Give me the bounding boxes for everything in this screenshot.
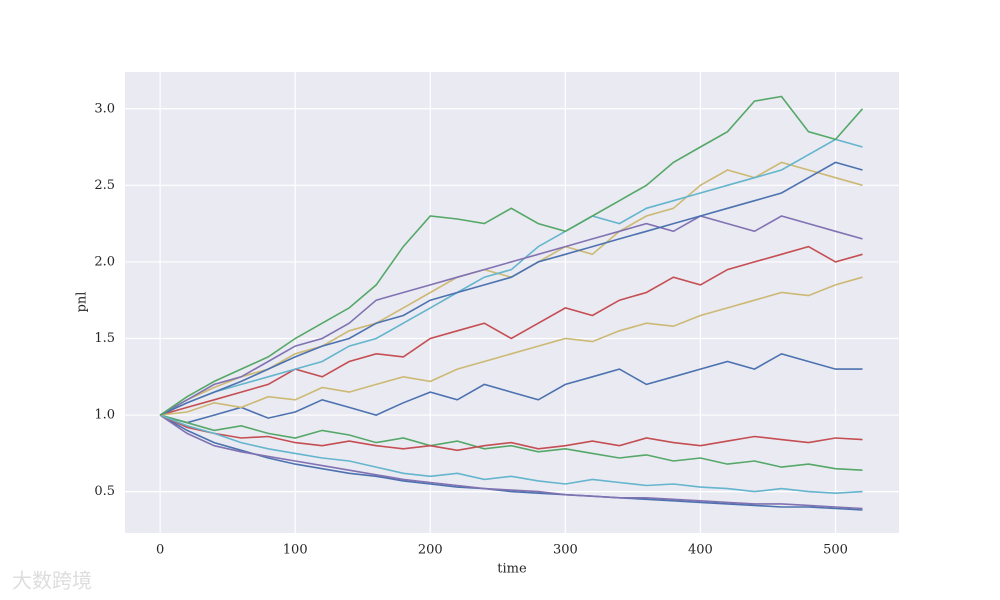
plot-area bbox=[125, 72, 899, 533]
y-tick-label: 0.5 bbox=[94, 484, 115, 499]
pnl-line bbox=[160, 276, 863, 416]
pnl-line bbox=[159, 414, 863, 452]
pnl-line bbox=[159, 95, 864, 416]
x-tick-label: 500 bbox=[823, 543, 848, 558]
pnl-line bbox=[159, 414, 863, 511]
x-tick-label: 200 bbox=[418, 543, 443, 558]
x-tick-label: 400 bbox=[688, 543, 713, 558]
y-tick-label: 1.0 bbox=[94, 408, 115, 423]
pnl-line bbox=[159, 245, 863, 416]
pnl-line bbox=[159, 414, 863, 471]
x-tick-label: 0 bbox=[156, 543, 164, 558]
pnl-line bbox=[159, 414, 863, 495]
x-tick-label: 300 bbox=[553, 543, 578, 558]
x-axis-label: time bbox=[497, 562, 527, 577]
pnl-line bbox=[159, 352, 863, 424]
y-tick-label: 2.0 bbox=[94, 254, 115, 269]
watermark: 大数跨境 bbox=[12, 569, 92, 593]
y-tick-label: 3.0 bbox=[94, 101, 115, 116]
y-tick-label: 1.5 bbox=[94, 331, 115, 346]
y-tick-label: 2.5 bbox=[94, 178, 115, 193]
pnl-line bbox=[159, 138, 863, 416]
pnl-line bbox=[159, 161, 863, 416]
pnl-line bbox=[159, 414, 863, 510]
pnl-line bbox=[159, 215, 863, 416]
y-axis-label: pnl bbox=[75, 292, 90, 313]
x-tick-label: 100 bbox=[283, 543, 308, 558]
